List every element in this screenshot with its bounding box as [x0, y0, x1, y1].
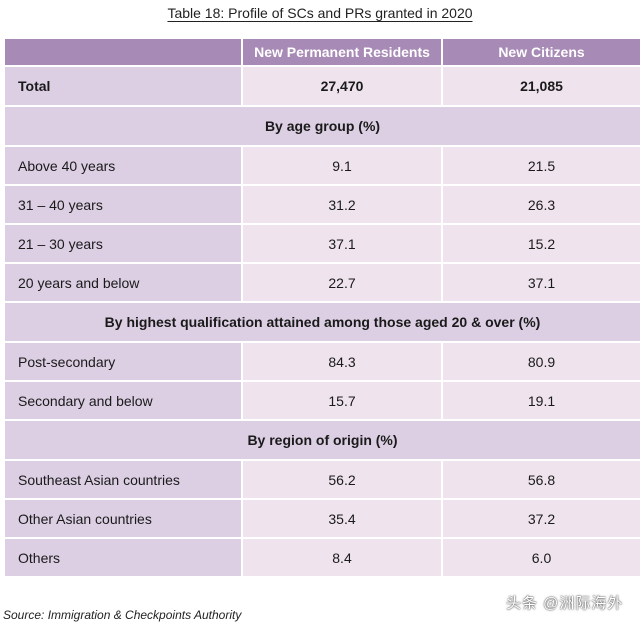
- table-row: Other Asian countries 35.4 37.2: [3, 498, 640, 539]
- table-row: 21 – 30 years 37.1 15.2: [3, 223, 640, 264]
- table-row: 20 years and below 22.7 37.1: [3, 262, 640, 303]
- watermark: 头条 @洲际海外: [506, 595, 624, 612]
- section-heading: By highest qualification attained among …: [3, 301, 640, 343]
- table-row: Post-secondary 84.3 80.9: [3, 341, 640, 382]
- table-row: Southeast Asian countries 56.2 56.8: [3, 459, 640, 500]
- row-label: Other Asian countries: [3, 498, 243, 539]
- row-label: Southeast Asian countries: [3, 459, 243, 500]
- row-label: Others: [3, 537, 243, 578]
- row-pr-value: 56.2: [241, 459, 443, 500]
- row-citizens-value: 56.8: [441, 459, 640, 500]
- row-citizens-value: 15.2: [441, 223, 640, 264]
- row-citizens-value: 26.3: [441, 184, 640, 225]
- row-pr-value: 37.1: [241, 223, 443, 264]
- section-heading-qualification: By highest qualification attained among …: [3, 301, 640, 343]
- row-citizens-value: 37.2: [441, 498, 640, 539]
- row-citizens-value: 80.9: [441, 341, 640, 382]
- total-citizens-value: 21,085: [441, 65, 640, 107]
- row-label: 31 – 40 years: [3, 184, 243, 225]
- section-heading-region: By region of origin (%): [3, 419, 640, 461]
- row-pr-value: 84.3: [241, 341, 443, 382]
- source-note: Source: Immigration & Checkpoints Author…: [3, 608, 242, 622]
- row-citizens-value: 19.1: [441, 380, 640, 421]
- row-citizens-value: 21.5: [441, 145, 640, 186]
- row-label: 20 years and below: [3, 262, 243, 303]
- row-label: Secondary and below: [3, 380, 243, 421]
- row-label: Post-secondary: [3, 341, 243, 382]
- row-pr-value: 31.2: [241, 184, 443, 225]
- row-citizens-value: 37.1: [441, 262, 640, 303]
- row-label: 21 – 30 years: [3, 223, 243, 264]
- section-heading: By age group (%): [3, 105, 640, 147]
- header-blank-cell: [3, 37, 243, 67]
- table-title: Table 18: Profile of SCs and PRs granted…: [167, 5, 473, 21]
- section-heading-age: By age group (%): [3, 105, 640, 147]
- section-heading: By region of origin (%): [3, 419, 640, 461]
- row-pr-value: 35.4: [241, 498, 443, 539]
- total-label: Total: [3, 65, 243, 107]
- total-pr-value: 27,470: [241, 65, 443, 107]
- table-row: 31 – 40 years 31.2 26.3: [3, 184, 640, 225]
- header-new-permanent-residents: New Permanent Residents: [241, 37, 443, 67]
- total-row: Total 27,470 21,085: [3, 65, 640, 107]
- table-row: Secondary and below 15.7 19.1: [3, 380, 640, 421]
- row-pr-value: 8.4: [241, 537, 443, 578]
- table-row: Above 40 years 9.1 21.5: [3, 145, 640, 186]
- row-citizens-value: 6.0: [441, 537, 640, 578]
- row-pr-value: 9.1: [241, 145, 443, 186]
- profile-table: New Permanent Residents New Citizens Tot…: [3, 37, 640, 578]
- header-new-citizens: New Citizens: [441, 37, 640, 67]
- row-pr-value: 15.7: [241, 380, 443, 421]
- table-header-row: New Permanent Residents New Citizens: [3, 37, 640, 67]
- row-pr-value: 22.7: [241, 262, 443, 303]
- table-row: Others 8.4 6.0: [3, 537, 640, 578]
- row-label: Above 40 years: [3, 145, 243, 186]
